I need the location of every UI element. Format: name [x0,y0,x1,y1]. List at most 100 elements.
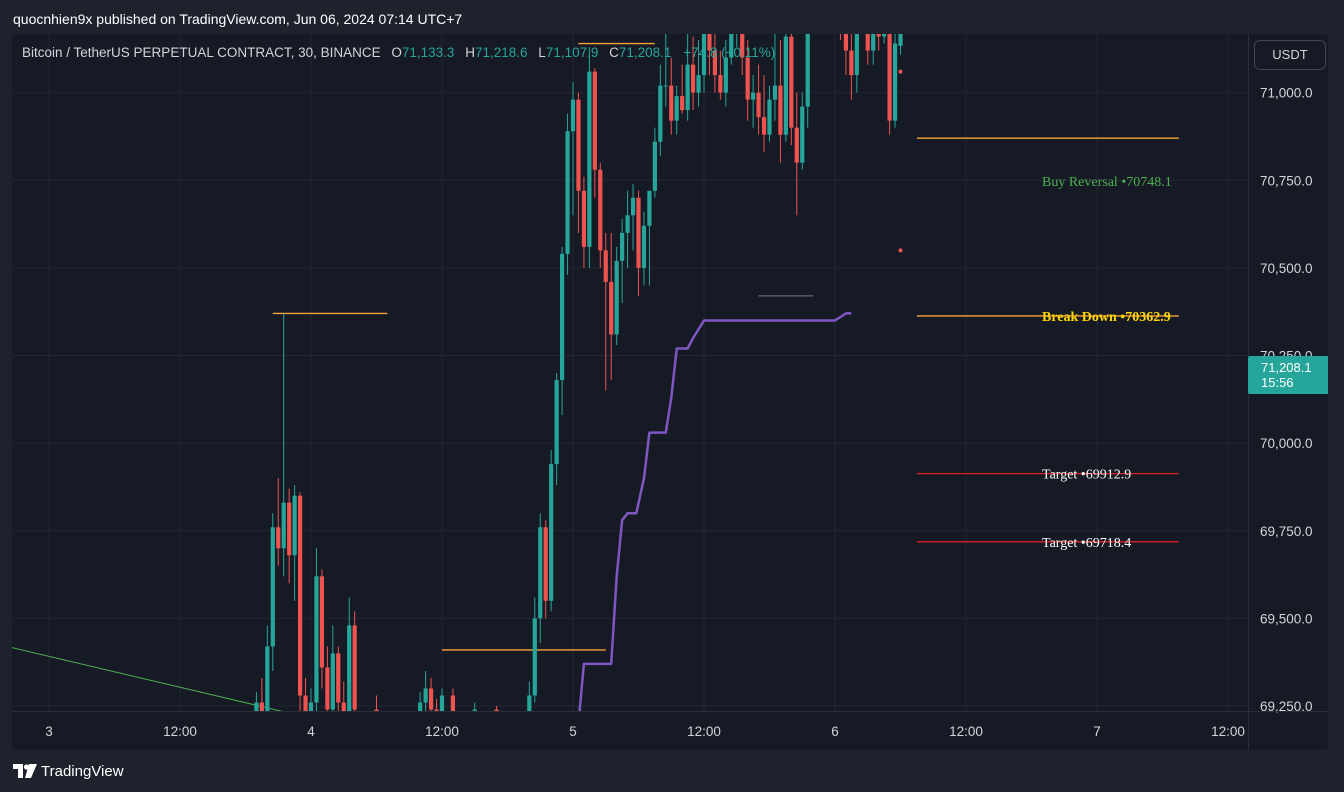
candle-body [620,232,625,261]
candle-body [598,169,603,251]
candle-body [434,709,439,711]
candle-body [876,34,881,37]
candle-body [783,36,788,135]
candle-body [887,34,892,121]
candle-body [336,653,341,703]
chart-plot-area[interactable]: 69,250.069,500.069,750.070,000.070,250.0… [12,34,1328,750]
candle-body [767,99,772,135]
candle-body [559,253,565,381]
candle-body [712,50,718,76]
plot-layer: Target •72548.2Target •72353.7Breakout •… [12,34,1179,711]
candle-body [843,34,849,51]
signal-dot [898,248,903,253]
chart-panel[interactable]: 69,250.069,500.069,750.070,000.070,250.0… [12,34,1328,750]
candle-body [303,695,308,711]
x-tick-label: 6 [831,724,839,739]
tradingview-logo-icon [13,764,37,778]
candle-body [898,34,903,46]
candle-body [625,215,630,233]
x-tick-label: 5 [569,724,577,739]
candle-body [265,646,270,711]
candle-body [849,50,854,76]
candle-body [652,141,657,191]
candle-body [565,131,570,254]
candle-body [592,71,597,170]
last-price-label: 71,208.1 15:56 [1248,356,1328,394]
candle-body [276,527,281,549]
candle-body [538,527,543,619]
candle-body [718,75,723,93]
candle-body [772,85,778,100]
candle-body [494,709,499,711]
candle-body [630,197,636,216]
level-label: Target •69718.4 [1042,536,1131,551]
candle-body [800,106,805,163]
candle-body [428,688,434,710]
candle-body [761,117,767,135]
y-tick-label: 71,000.0 [1260,86,1313,101]
x-tick-label: 3 [45,724,53,739]
x-tick-label: 12:00 [1211,724,1245,739]
candle-body [729,34,734,58]
candle-body [647,190,652,226]
candle-body [319,576,325,668]
tradingview-logo[interactable]: TradingView [13,761,124,781]
candle-body [581,190,587,247]
candle-body [259,702,264,711]
candle-body [570,99,576,132]
candle-body [614,260,619,335]
close-label: C [609,45,619,60]
candle-body [308,702,314,711]
open-label: O [391,45,402,60]
candle-body [330,653,335,710]
candle-body [352,625,357,710]
candle-body [690,64,696,93]
candle-body [745,57,750,100]
high-label: H [465,45,475,60]
candle-body [549,464,554,601]
candle-body [658,85,663,142]
candle-body [663,85,668,87]
open-value: 71,133.3 [401,45,455,60]
change-value: +74.8 (+0.11%) [683,45,776,60]
currency-button[interactable]: USDT [1254,40,1326,70]
candle-body [347,625,352,711]
candle-body [680,96,685,111]
candle-body [254,702,259,711]
candle-body [854,34,859,76]
candle-body [543,527,548,601]
symbol-name: Bitcoin / TetherUS PERPETUAL CONTRACT, 3… [22,45,381,60]
candle-body [641,225,647,268]
candle-body [669,85,674,121]
candle-body [292,495,297,556]
symbol-legend: Bitcoin / TetherUS PERPETUAL CONTRACT, 3… [22,44,775,62]
level-label: Buy Reversal •70748.1 [1042,175,1172,190]
candle-body [707,34,712,51]
candle-body [892,43,898,121]
y-tick-label: 69,250.0 [1260,699,1313,714]
low-value: 71,107.9 [545,45,599,60]
close-value: 71,208.1 [618,45,672,60]
x-tick-label: 12:00 [163,724,197,739]
x-tick-label: 12:00 [949,724,983,739]
bar-countdown: 15:56 [1261,375,1294,390]
level-label: Break Down •70362.9 [1042,310,1171,325]
candle-body [532,618,537,696]
candle-body [740,34,745,58]
candle-body [636,197,641,268]
y-tick-label: 70,750.0 [1260,173,1313,188]
candle-body [756,92,761,118]
candle-body [472,709,477,711]
tradingview-wordmark: TradingView [41,762,124,780]
y-tick-label: 70,000.0 [1260,436,1313,451]
candle-body [696,75,701,93]
candle-body [325,667,330,710]
y-tick-label: 70,500.0 [1260,261,1313,276]
candle-body [554,380,559,465]
low-label: L [538,45,546,60]
candle-body [701,34,707,76]
purple-series-line [578,312,852,711]
candle-body [418,702,423,711]
candle-body [789,36,794,128]
published-header: quocnhien9x published on TradingView.com… [13,11,463,27]
